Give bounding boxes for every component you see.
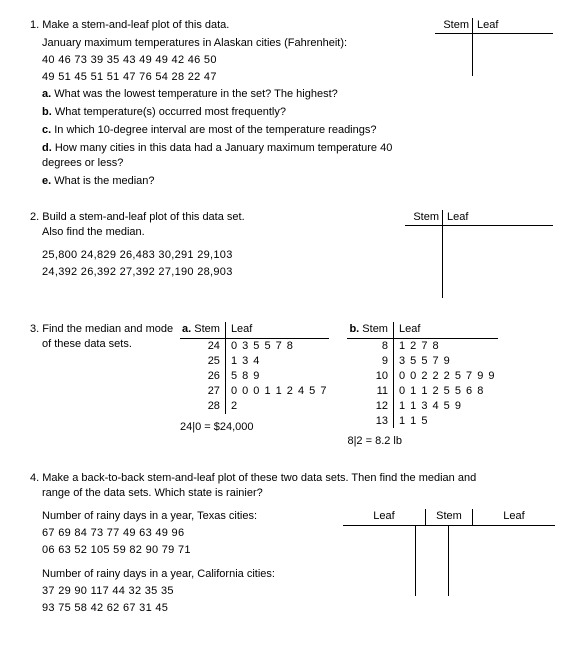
leaf-cell: 5 8 9 xyxy=(225,369,329,384)
q4-prompt1: Make a back-to-back stem-and-leaf plot o… xyxy=(42,472,476,484)
problem-3: 3. Find the median and mode of these dat… xyxy=(30,322,555,449)
q1-e: What is the median? xyxy=(54,175,154,187)
problem-1: 1. Make a stem-and-leaf plot of this dat… xyxy=(30,18,555,188)
q4-hdr-leaf-l: Leaf xyxy=(343,509,426,525)
q4-hdr-leaf-r: Leaf xyxy=(473,509,556,525)
q4-tx-l2: 06 63 52 105 59 82 90 79 71 xyxy=(42,543,337,558)
stem-cell: 8 xyxy=(347,339,393,354)
stem-cell: 12 xyxy=(347,399,393,414)
q1-data-title: January maximum temperatures in Alaskan … xyxy=(42,36,429,51)
leaf-cell: 0 0 2 2 2 5 7 9 9 xyxy=(393,369,497,384)
stem-cell: 11 xyxy=(347,384,393,399)
q1-data-l2: 49 51 45 51 51 47 76 54 28 22 47 xyxy=(42,70,429,85)
q1-number: 1. xyxy=(30,19,39,31)
q1-d: How many cities in this data had a Janua… xyxy=(42,142,392,169)
stem-cell: 13 xyxy=(347,414,393,429)
leaf-cell: 1 3 4 xyxy=(225,354,329,369)
leaf-cell: 2 xyxy=(225,399,329,414)
q4-tx-title: Number of rainy days in a year, Texas ci… xyxy=(42,509,337,524)
q2-prompt1: Build a stem-and-leaf plot of this data … xyxy=(42,211,244,223)
q2-number: 2. xyxy=(30,211,39,223)
q4-ca-title: Number of rainy days in a year, Californ… xyxy=(42,567,337,582)
q1-prompt: Make a stem-and-leaf plot of this data. xyxy=(42,19,229,31)
q1-a: What was the lowest temperature in the s… xyxy=(54,88,338,100)
stem-cell: 10 xyxy=(347,369,393,384)
q4-number: 4. xyxy=(30,472,39,484)
q1-hdr-leaf: Leaf xyxy=(473,18,498,33)
q1-b: What temperature(s) occurred most freque… xyxy=(55,106,286,118)
problem-4: 4. Make a back-to-back stem-and-leaf plo… xyxy=(30,471,555,618)
leaf-cell: 1 2 7 8 xyxy=(393,339,497,354)
q4-ca-l2: 93 75 58 42 62 67 31 45 xyxy=(42,601,337,616)
problem-2: 2. Build a stem-and-leaf plot of this da… xyxy=(30,210,555,300)
leaf-cell: 0 3 5 5 7 8 xyxy=(225,339,329,354)
q3-plot-b: b. Stem Leaf 81 2 7 893 5 5 7 9100 0 2 2… xyxy=(347,322,497,449)
q1-c: In which 10-degree interval are most of … xyxy=(54,124,376,136)
stem-cell: 25 xyxy=(180,354,225,369)
stem-cell: 24 xyxy=(180,339,225,354)
stem-cell: 26 xyxy=(180,369,225,384)
q3-plot-a: a. Stem Leaf 240 3 5 5 7 8251 3 4265 8 9… xyxy=(180,322,329,434)
q3-a-hdr-leaf: Leaf xyxy=(225,322,329,338)
q1-hdr-stem: Stem xyxy=(435,18,473,33)
q1-data-l1: 40 46 73 39 35 43 49 49 42 46 50 xyxy=(42,53,429,68)
q2-prompt2: Also find the median. xyxy=(42,225,399,240)
leaf-cell: 1 1 3 4 5 9 xyxy=(393,399,497,414)
q2-blank-plot: StemLeaf xyxy=(405,210,555,300)
q3-a-label: a. xyxy=(182,323,191,335)
q3-b-key: 8|2 = 8.2 lb xyxy=(347,434,497,449)
stem-cell: 28 xyxy=(180,399,225,414)
q4-ca-l1: 37 29 90 117 44 32 35 35 xyxy=(42,584,337,599)
q4-prompt2: range of the data sets. Which state is r… xyxy=(42,486,555,501)
q2-data-l1: 25,800 24,829 26,483 30,291 29,103 xyxy=(42,248,399,263)
leaf-cell: 1 1 5 xyxy=(393,414,497,429)
q3-prompt2: of these data sets. xyxy=(42,337,180,352)
leaf-cell: 0 0 0 1 1 2 4 5 7 xyxy=(225,384,329,399)
q2-hdr-leaf: Leaf xyxy=(443,210,468,225)
q1-blank-plot: StemLeaf xyxy=(435,18,555,78)
q4-hdr-stem: Stem xyxy=(426,509,473,525)
stem-cell: 27 xyxy=(180,384,225,399)
leaf-cell: 0 1 1 2 5 5 6 8 xyxy=(393,384,497,399)
q4-blank-plot: Leaf Stem Leaf xyxy=(343,509,555,596)
q3-b-label: b. xyxy=(349,323,359,335)
q2-hdr-stem: Stem xyxy=(405,210,443,225)
q3-a-key: 24|0 = $24,000 xyxy=(180,420,329,435)
q3-b-hdr-stem: Stem xyxy=(362,323,388,335)
q3-b-hdr-leaf: Leaf xyxy=(393,322,497,338)
q3-number: 3. xyxy=(30,323,39,335)
q2-data-l2: 24,392 26,392 27,392 27,190 28,903 xyxy=(42,265,399,280)
q3-a-hdr-stem: Stem xyxy=(194,323,220,335)
q3-prompt1: Find the median and mode xyxy=(42,323,173,335)
stem-cell: 9 xyxy=(347,354,393,369)
leaf-cell: 3 5 5 7 9 xyxy=(393,354,497,369)
q4-tx-l1: 67 69 84 73 77 49 63 49 96 xyxy=(42,526,337,541)
